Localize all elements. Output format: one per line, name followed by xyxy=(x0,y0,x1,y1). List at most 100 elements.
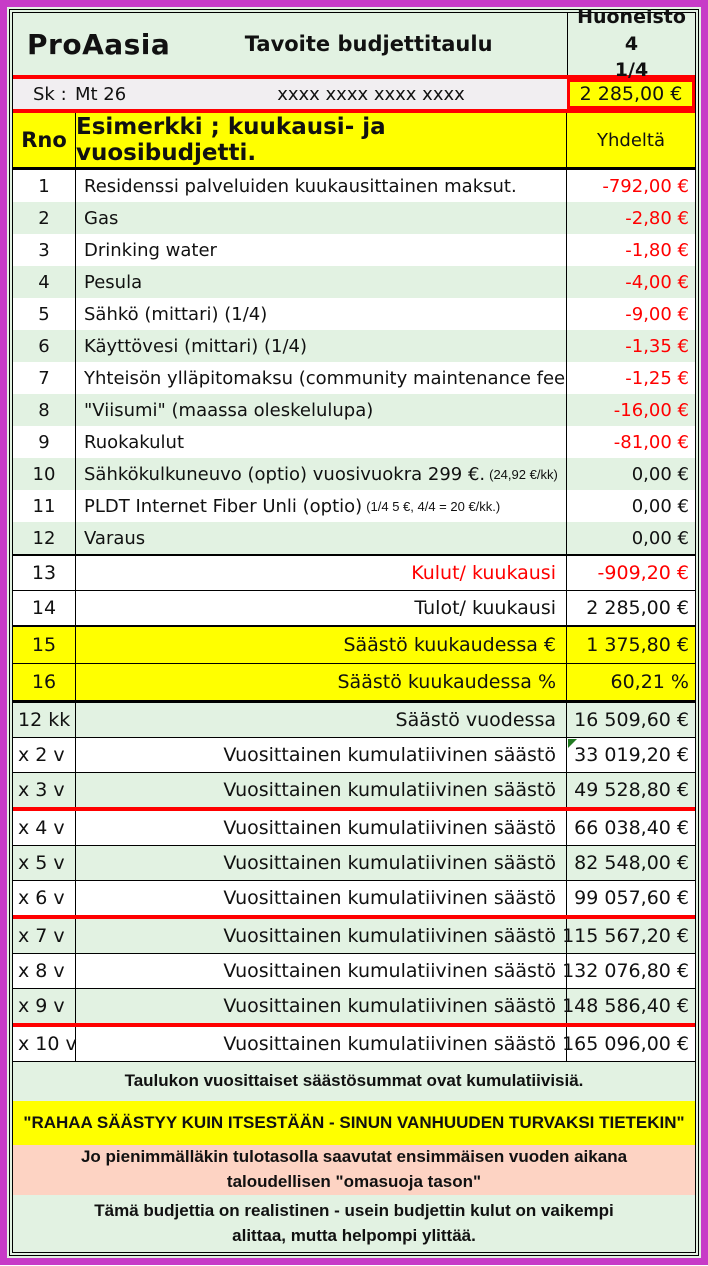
row-number: 1 xyxy=(13,170,76,202)
summary-value: 60,21 % xyxy=(610,671,690,693)
year-period: x 8 v xyxy=(13,954,76,988)
column-header-rno: Rno xyxy=(13,113,76,167)
brand-title: ProAasia xyxy=(27,27,171,61)
row-value: 0,00 € xyxy=(631,463,689,485)
row-number: 15 xyxy=(13,627,76,663)
row-description: Gas xyxy=(76,202,567,234)
year-value: 49 528,80 € xyxy=(574,779,689,801)
table-row: 9 Ruokakulut -81,00 € xyxy=(13,426,695,458)
row-description: Käyttövesi (mittari) (1/4) xyxy=(76,330,567,362)
note-protection-level: Jo pienimmälläkin tulotasolla saavutat e… xyxy=(13,1145,695,1195)
table-row: 5 Sähkö (mittari) (1/4) -9,00 € xyxy=(13,298,695,330)
row-value: -2,80 € xyxy=(625,207,689,229)
table-row: 2 Gas -2,80 € xyxy=(13,202,695,234)
year-value: 66 038,40 € xyxy=(574,817,689,839)
row-description-note: (1/4 5 €, 4/4 = 20 €/kk.) xyxy=(366,498,501,514)
year-value: 165 096,00 € xyxy=(562,1033,689,1055)
row-value: -1,25 € xyxy=(625,367,689,389)
row-number: 3 xyxy=(13,234,76,266)
year-row: x 3 v Vuosittainen kumulatiivinen säästö… xyxy=(13,773,695,807)
year-period: x 7 v xyxy=(13,919,76,953)
row-value: -1,80 € xyxy=(625,239,689,261)
year-row: x 4 v Vuosittainen kumulatiivinen säästö… xyxy=(13,811,695,845)
summary-value: 1 375,80 € xyxy=(586,634,689,656)
year-label: Vuosittainen kumulatiivinen säästö xyxy=(76,738,567,772)
black-divider xyxy=(13,554,695,556)
row-number: 4 xyxy=(13,266,76,298)
row-value: -1,35 € xyxy=(625,335,689,357)
summary-row-income: 14 Tulot/ kuukausi 2 285,00 € xyxy=(13,591,695,625)
header-row: ProAasia Tavoite budjettitaulu Huoneisto… xyxy=(13,6,695,81)
table-row: 10 Sähkökulkuneuvo (optio) vuosivuokra 2… xyxy=(13,458,695,490)
summary-value: -909,20 € xyxy=(597,562,689,584)
row-number: 2 xyxy=(13,202,76,234)
year-value: 82 548,00 € xyxy=(574,852,689,874)
year-row: x 7 v Vuosittainen kumulatiivinen säästö… xyxy=(13,919,695,953)
year-label: Vuosittainen kumulatiivinen säästö xyxy=(76,954,567,988)
year-row: x 10 v Vuosittainen kumulatiivinen sääst… xyxy=(13,1027,695,1061)
account-label: Sk : xyxy=(33,83,67,105)
row-number: 8 xyxy=(13,394,76,426)
year-row: 12 kk Säästö vuodessa 16 509,60 € xyxy=(13,703,695,737)
row-number: 12 xyxy=(13,522,76,554)
row-number: 13 xyxy=(13,556,76,590)
grid-line xyxy=(13,880,695,881)
year-row: x 6 v Vuosittainen kumulatiivinen säästö… xyxy=(13,881,695,915)
summary-label: Säästö kuukaudessa € xyxy=(76,627,567,663)
year-label: Vuosittainen kumulatiivinen säästö xyxy=(76,989,567,1023)
row-description: Drinking water xyxy=(76,234,567,266)
year-value: 148 586,40 € xyxy=(562,995,689,1017)
row-value: -9,00 € xyxy=(625,303,689,325)
summary-label: Kulut/ kuukausi xyxy=(76,556,567,590)
table-row: 7 Yhteisön ylläpitomaksu (community main… xyxy=(13,362,695,394)
row-value: -4,00 € xyxy=(625,271,689,293)
row-description: Sähkö (mittari) (1/4) xyxy=(76,298,567,330)
grid-line xyxy=(13,590,695,591)
year-label: Vuosittainen kumulatiivinen säästö xyxy=(76,773,567,807)
table-row: 11 PLDT Internet Fiber Unli (optio) (1/4… xyxy=(13,490,695,522)
table-row: 1 Residenssi palveluiden kuukausittainen… xyxy=(13,170,695,202)
note-realistic-budget: Tämä budjettia on realistinen - usein bu… xyxy=(13,1195,695,1252)
table-row: 3 Drinking water -1,80 € xyxy=(13,234,695,266)
summary-label: Tulot/ kuukausi xyxy=(76,591,567,625)
row-number: 5 xyxy=(13,298,76,330)
row-description-main: PLDT Internet Fiber Unli (optio) xyxy=(84,495,363,517)
year-period: x 2 v xyxy=(13,738,76,772)
year-value: 33 019,20 € xyxy=(567,738,695,772)
summary-row-expenses: 13 Kulut/ kuukausi -909,20 € xyxy=(13,556,695,590)
red-divider xyxy=(13,807,695,811)
row-number: 10 xyxy=(13,458,76,490)
year-period: x 4 v xyxy=(13,811,76,845)
black-divider xyxy=(13,167,695,170)
note-slogan: "RAHAA SÄÄSTYY KUIN ITSESTÄÄN - SINUN VA… xyxy=(13,1101,695,1145)
year-label: Säästö vuodessa xyxy=(76,703,567,737)
year-row: x 9 v Vuosittainen kumulatiivinen säästö… xyxy=(13,989,695,1023)
table-row: 12 Varaus 0,00 € xyxy=(13,522,695,554)
red-divider xyxy=(13,75,695,79)
apartment-label: Huoneisto 4 xyxy=(577,6,686,55)
summary-label: Säästö kuukaudessa % xyxy=(76,664,567,700)
year-value: 99 057,60 € xyxy=(574,887,689,909)
budget-sheet: ProAasia Tavoite budjettitaulu Huoneisto… xyxy=(9,6,699,1256)
row-number: 9 xyxy=(13,426,76,458)
year-row: x 5 v Vuosittainen kumulatiivinen säästö… xyxy=(13,846,695,880)
account-amount-cell: 2 285,00 € xyxy=(567,79,695,109)
page-title: Tavoite budjettitaulu xyxy=(244,32,493,56)
inner-margin: ProAasia Tavoite budjettitaulu Huoneisto… xyxy=(7,6,701,1258)
year-value-text: 33 019,20 € xyxy=(574,744,689,766)
row-description: Sähkökulkuneuvo (optio) vuosivuokra 299 … xyxy=(76,458,567,490)
note-cumulative: Taulukon vuosittaiset säästösummat ovat … xyxy=(13,1061,695,1101)
row-description: Yhteisön ylläpitomaksu (community mainte… xyxy=(76,362,567,394)
red-divider xyxy=(13,1023,695,1027)
cell-corner-marker-icon xyxy=(568,739,577,748)
column-header-description: Esimerkki ; kuukausi- ja vuosibudjetti. xyxy=(76,113,567,167)
year-period: 12 kk xyxy=(13,703,76,737)
account-row: Sk : Mt 26 xxxx xxxx xxxx xxxx 2 285,00 … xyxy=(13,79,695,109)
grid-line xyxy=(13,988,695,989)
grid-line xyxy=(13,737,695,738)
year-label: Vuosittainen kumulatiivinen säästö xyxy=(76,1027,567,1061)
column-header-row: Rno Esimerkki ; kuukausi- ja vuosibudjet… xyxy=(13,113,695,167)
summary-value: 2 285,00 € xyxy=(586,597,689,619)
year-row: x 2 v Vuosittainen kumulatiivinen säästö… xyxy=(13,738,695,772)
